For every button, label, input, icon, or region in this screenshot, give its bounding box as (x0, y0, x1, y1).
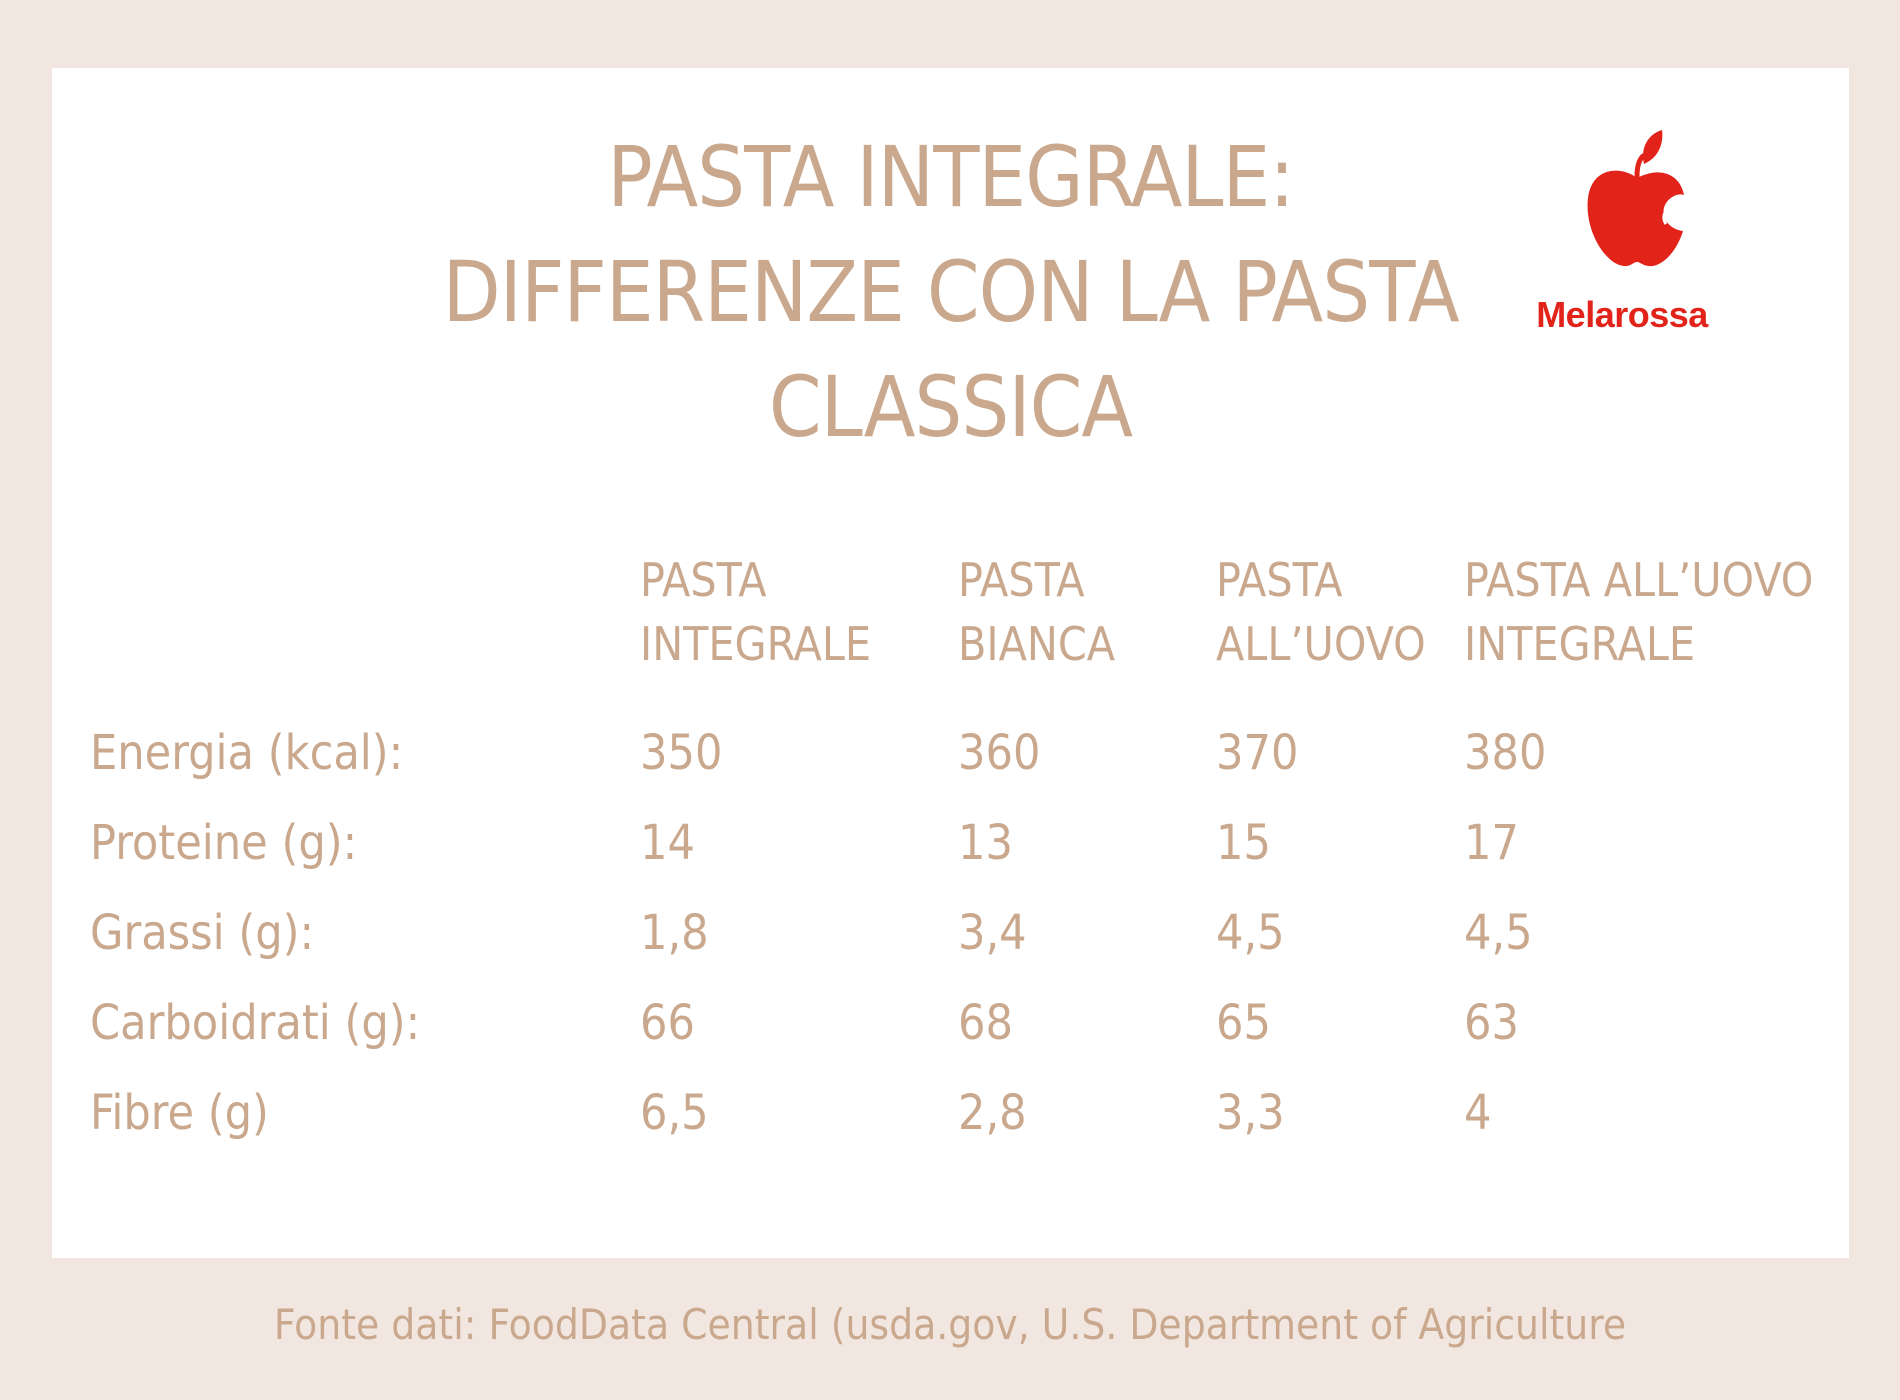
table-cell: 4,5 (1216, 905, 1285, 961)
header-line: ALL’UOVO (1216, 617, 1426, 671)
table-cell: 350 (640, 725, 723, 781)
row-label: Energia (kcal): (90, 725, 404, 781)
header-line: INTEGRALE (640, 617, 872, 671)
table-cell: 380 (1464, 725, 1547, 781)
header-line: PASTA (1216, 553, 1343, 607)
header-line: PASTA (640, 553, 767, 607)
nutrition-table: PASTA INTEGRALE PASTA BIANCA PASTA ALL’U… (90, 548, 1824, 1168)
header-line: INTEGRALE (1464, 617, 1696, 671)
table-cell: 63 (1464, 995, 1519, 1051)
title-line-3: CLASSICA (768, 358, 1133, 456)
table-cell: 370 (1216, 725, 1299, 781)
title-line-2: DIFFERENZE CON LA PASTA (442, 243, 1459, 341)
brand-logo: Melarossa (1527, 126, 1757, 356)
table-cell: 1,8 (640, 905, 709, 961)
apple-icon (1587, 130, 1684, 267)
table-cell: 3,4 (958, 905, 1027, 961)
header-pasta-integrale: PASTA INTEGRALE (640, 548, 958, 718)
table-cell: 6,5 (640, 1085, 709, 1141)
table-row: Fibre (g) 6,5 2,8 3,3 4 (90, 1078, 1824, 1168)
brand-name: Melarossa (1536, 294, 1708, 335)
page-title: PASTA INTEGRALE: DIFFERENZE CON LA PASTA… (52, 120, 1849, 465)
table-cell: 68 (958, 995, 1013, 1051)
table-cell: 360 (958, 725, 1041, 781)
header-pasta-all-uovo-integrale: PASTA ALL’UOVO INTEGRALE (1464, 548, 1824, 718)
table-cell: 14 (640, 815, 695, 871)
table-row: Proteine (g): 14 13 15 17 (90, 808, 1824, 898)
source-note: Fonte dati: FoodData Central (usda.gov, … (273, 1300, 1627, 1349)
header-line: PASTA (958, 553, 1085, 607)
table-cell: 13 (958, 815, 1013, 871)
table-cell: 4,5 (1464, 905, 1533, 961)
table-row: Energia (kcal): 350 360 370 380 (90, 718, 1824, 808)
header-pasta-bianca: PASTA BIANCA (958, 548, 1216, 718)
table-row: Carboidrati (g): 66 68 65 63 (90, 988, 1824, 1078)
table-cell: 4 (1464, 1085, 1492, 1141)
infographic-card: PASTA INTEGRALE: DIFFERENZE CON LA PASTA… (52, 68, 1849, 1258)
table-cell: 3,3 (1216, 1085, 1285, 1141)
row-label: Grassi (g): (90, 905, 315, 961)
header-pasta-all-uovo: PASTA ALL’UOVO (1216, 548, 1464, 718)
table-cell: 66 (640, 995, 695, 1051)
title-line-1: PASTA INTEGRALE: (607, 128, 1294, 226)
row-label: Carboidrati (g): (90, 995, 421, 1051)
table-cell: 65 (1216, 995, 1271, 1051)
row-label: Fibre (g) (90, 1085, 269, 1141)
table-header-row: PASTA INTEGRALE PASTA BIANCA PASTA ALL’U… (90, 548, 1824, 718)
table-cell: 15 (1216, 815, 1271, 871)
table-cell: 17 (1464, 815, 1519, 871)
table-cell: 2,8 (958, 1085, 1027, 1141)
header-line: PASTA ALL’UOVO (1464, 553, 1814, 607)
table-row: Grassi (g): 1,8 3,4 4,5 4,5 (90, 898, 1824, 988)
header-empty (90, 548, 640, 718)
header-line: BIANCA (958, 617, 1116, 671)
row-label: Proteine (g): (90, 815, 358, 871)
